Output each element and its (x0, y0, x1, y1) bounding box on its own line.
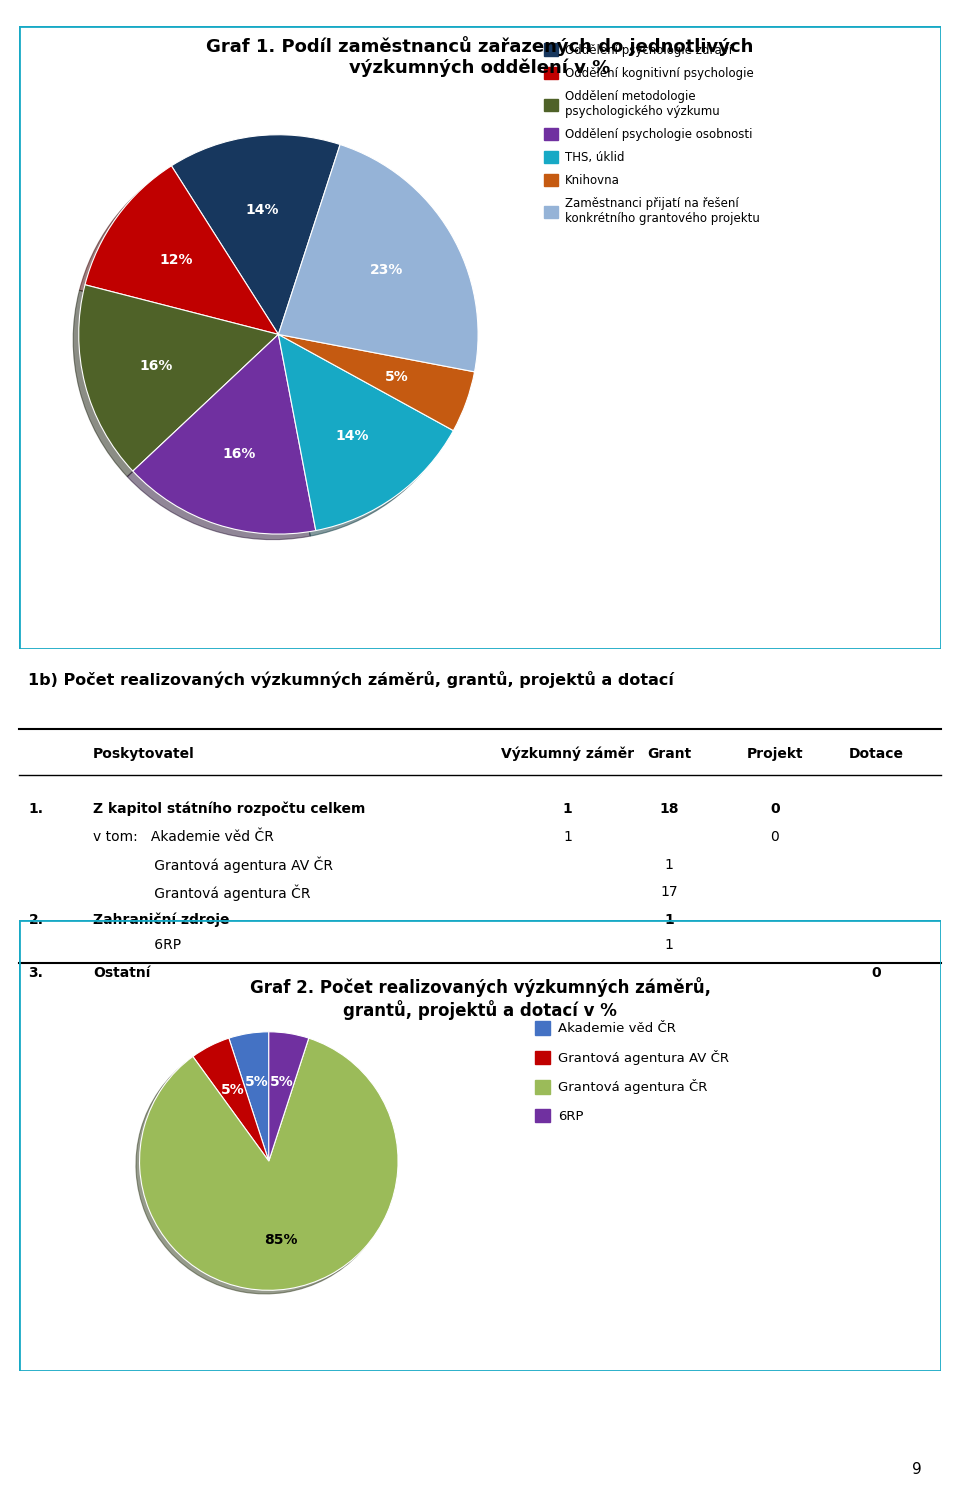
Text: v tom:   Akademie věd ČR: v tom: Akademie věd ČR (93, 830, 274, 845)
Wedge shape (172, 135, 340, 335)
Text: Ostatní: Ostatní (93, 965, 151, 980)
Text: Projekt: Projekt (747, 747, 804, 761)
Text: 14%: 14% (246, 203, 279, 216)
Text: 1: 1 (563, 803, 572, 816)
Text: 85%: 85% (265, 1234, 299, 1247)
Text: 9: 9 (912, 1462, 922, 1477)
Wedge shape (193, 1039, 269, 1160)
Text: 16%: 16% (140, 359, 173, 373)
Text: 1: 1 (664, 858, 673, 872)
Text: 16%: 16% (223, 446, 256, 461)
Wedge shape (132, 335, 316, 534)
Text: 5%: 5% (245, 1075, 268, 1088)
Text: Zahraniční zdroje: Zahraniční zdroje (93, 912, 229, 927)
Text: 23%: 23% (370, 263, 403, 278)
Text: 18: 18 (660, 803, 679, 816)
Text: Poskytovatel: Poskytovatel (93, 747, 195, 761)
Text: Grantová agentura ČR: Grantová agentura ČR (93, 884, 310, 900)
Text: 5%: 5% (221, 1082, 244, 1097)
Text: 5%: 5% (385, 370, 409, 385)
Text: 5%: 5% (270, 1075, 293, 1088)
Text: 6RP: 6RP (93, 938, 181, 951)
Wedge shape (79, 284, 278, 470)
Text: 2.: 2. (29, 914, 43, 927)
Text: Výzkumný záměr: Výzkumný záměr (501, 747, 635, 761)
Wedge shape (278, 144, 478, 371)
Text: Graf 1. Podíl zaměstnanců zařazených do jednotlivých
výzkumných oddělení v %: Graf 1. Podíl zaměstnanců zařazených do … (206, 36, 754, 78)
Text: Grant: Grant (647, 747, 691, 761)
Text: 1b) Počet realizovaných výzkumných záměrů, grantů, projektů a dotací: 1b) Počet realizovaných výzkumných záměr… (29, 670, 674, 687)
Text: 0: 0 (770, 803, 780, 816)
Wedge shape (269, 1031, 309, 1160)
Text: Z kapitol státního rozpočtu celkem: Z kapitol státního rozpočtu celkem (93, 803, 366, 816)
Wedge shape (278, 335, 474, 431)
Wedge shape (139, 1039, 398, 1290)
Text: Dotace: Dotace (849, 747, 903, 761)
Text: 1: 1 (564, 830, 572, 845)
Text: Grantová agentura AV ČR: Grantová agentura AV ČR (93, 857, 333, 873)
Wedge shape (228, 1031, 269, 1160)
Text: 0: 0 (872, 965, 881, 980)
Legend: Akademie věd ČR, Grantová agentura AV ČR, Grantová agentura ČR, 6RP: Akademie věd ČR, Grantová agentura AV ČR… (535, 1021, 730, 1123)
Text: 14%: 14% (336, 430, 369, 443)
Legend: Oddělení psychologie zdraví, Oddělení kognitivní psychologie, Oddělení metodolog: Oddělení psychologie zdraví, Oddělení ko… (543, 44, 759, 225)
Text: 3.: 3. (29, 965, 43, 980)
Wedge shape (278, 335, 453, 531)
Text: 12%: 12% (160, 254, 193, 268)
Wedge shape (85, 165, 278, 335)
Text: 1.: 1. (29, 803, 43, 816)
Text: 17: 17 (660, 885, 678, 899)
Text: 0: 0 (771, 830, 780, 845)
Text: Graf 2. Počet realizovaných výzkumných záměrů,
grantů, projektů a dotací v %: Graf 2. Počet realizovaných výzkumných z… (250, 977, 710, 1021)
Text: 1: 1 (664, 938, 673, 951)
Text: 1: 1 (664, 914, 674, 927)
